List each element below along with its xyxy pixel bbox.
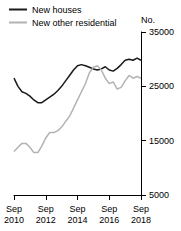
svg-text:25000: 25000	[149, 81, 174, 91]
svg-text:Sep: Sep	[69, 204, 85, 214]
svg-text:2016: 2016	[99, 215, 119, 225]
svg-text:2014: 2014	[67, 215, 87, 225]
svg-text:New other residential: New other residential	[32, 18, 117, 28]
svg-text:2018: 2018	[131, 215, 151, 225]
svg-text:35000: 35000	[149, 27, 174, 37]
svg-text:5000: 5000	[149, 190, 169, 200]
svg-text:Sep: Sep	[6, 204, 22, 214]
svg-text:Sep: Sep	[101, 204, 117, 214]
svg-text:New houses: New houses	[32, 5, 82, 15]
svg-text:No.: No.	[141, 15, 155, 25]
svg-text:2010: 2010	[4, 215, 24, 225]
svg-text:15000: 15000	[149, 136, 174, 146]
svg-text:Sep: Sep	[133, 204, 149, 214]
svg-text:2012: 2012	[36, 215, 56, 225]
svg-text:Sep: Sep	[38, 204, 54, 214]
